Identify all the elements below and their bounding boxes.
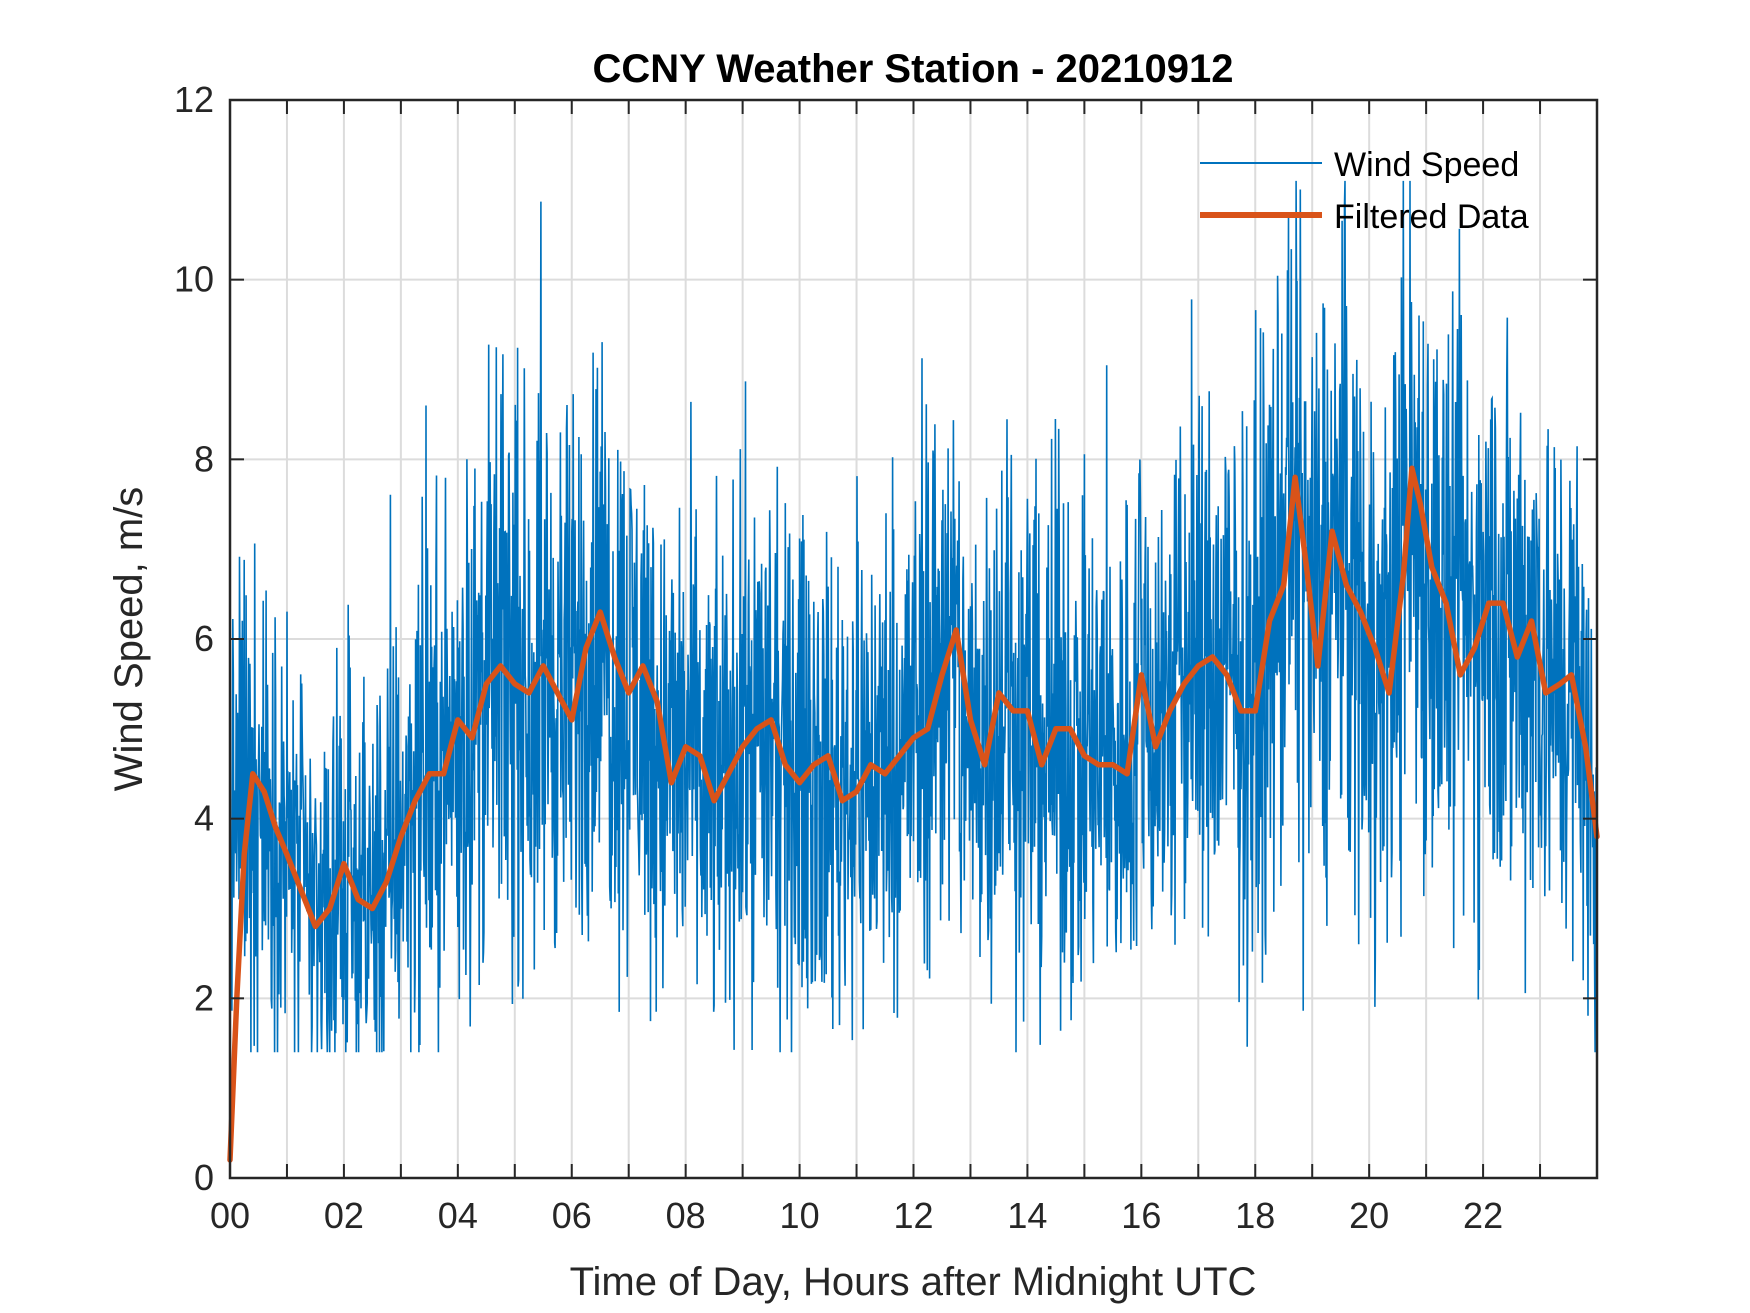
x-tick-label: 02	[324, 1195, 364, 1236]
x-tick-label: 04	[438, 1195, 478, 1236]
x-tick-label: 12	[893, 1195, 933, 1236]
x-tick-label: 06	[552, 1195, 592, 1236]
x-axis-label: Time of Day, Hours after Midnight UTC	[570, 1260, 1257, 1304]
y-tick-label: 8	[194, 438, 214, 479]
x-tick-label: 22	[1463, 1195, 1503, 1236]
ticks	[229, 99, 1597, 1179]
y-axis-label: Wind Speed, m/s	[107, 487, 151, 792]
legend-filtered-data-label: Filtered Data	[1334, 198, 1529, 236]
series-wind-speed-line	[229, 180, 1598, 1053]
y-tick-label: 12	[174, 79, 214, 120]
x-tick-label: 20	[1349, 1195, 1389, 1236]
y-tick-label: 6	[194, 618, 214, 659]
y-tick-label: 10	[174, 259, 214, 300]
series-layer	[227, 180, 1600, 1163]
y-tick-label: 2	[194, 977, 214, 1018]
x-tick-label: 14	[1007, 1195, 1047, 1236]
x-tick-label: 16	[1121, 1195, 1161, 1236]
series-filtered-data-line	[227, 465, 1600, 1163]
x-tick-label: 18	[1235, 1195, 1275, 1236]
y-tick-label: 0	[194, 1157, 214, 1198]
x-tick-label: 00	[210, 1195, 250, 1236]
y-tick-label: 4	[194, 798, 214, 839]
x-tick-label: 08	[666, 1195, 706, 1236]
chart-title: CCNY Weather Station - 20210912	[593, 47, 1234, 91]
x-tick-label: 10	[780, 1195, 820, 1236]
legend-wind-speed-label: Wind Speed	[1334, 146, 1519, 184]
legend: Wind Speed Filtered Data	[1200, 146, 1529, 236]
